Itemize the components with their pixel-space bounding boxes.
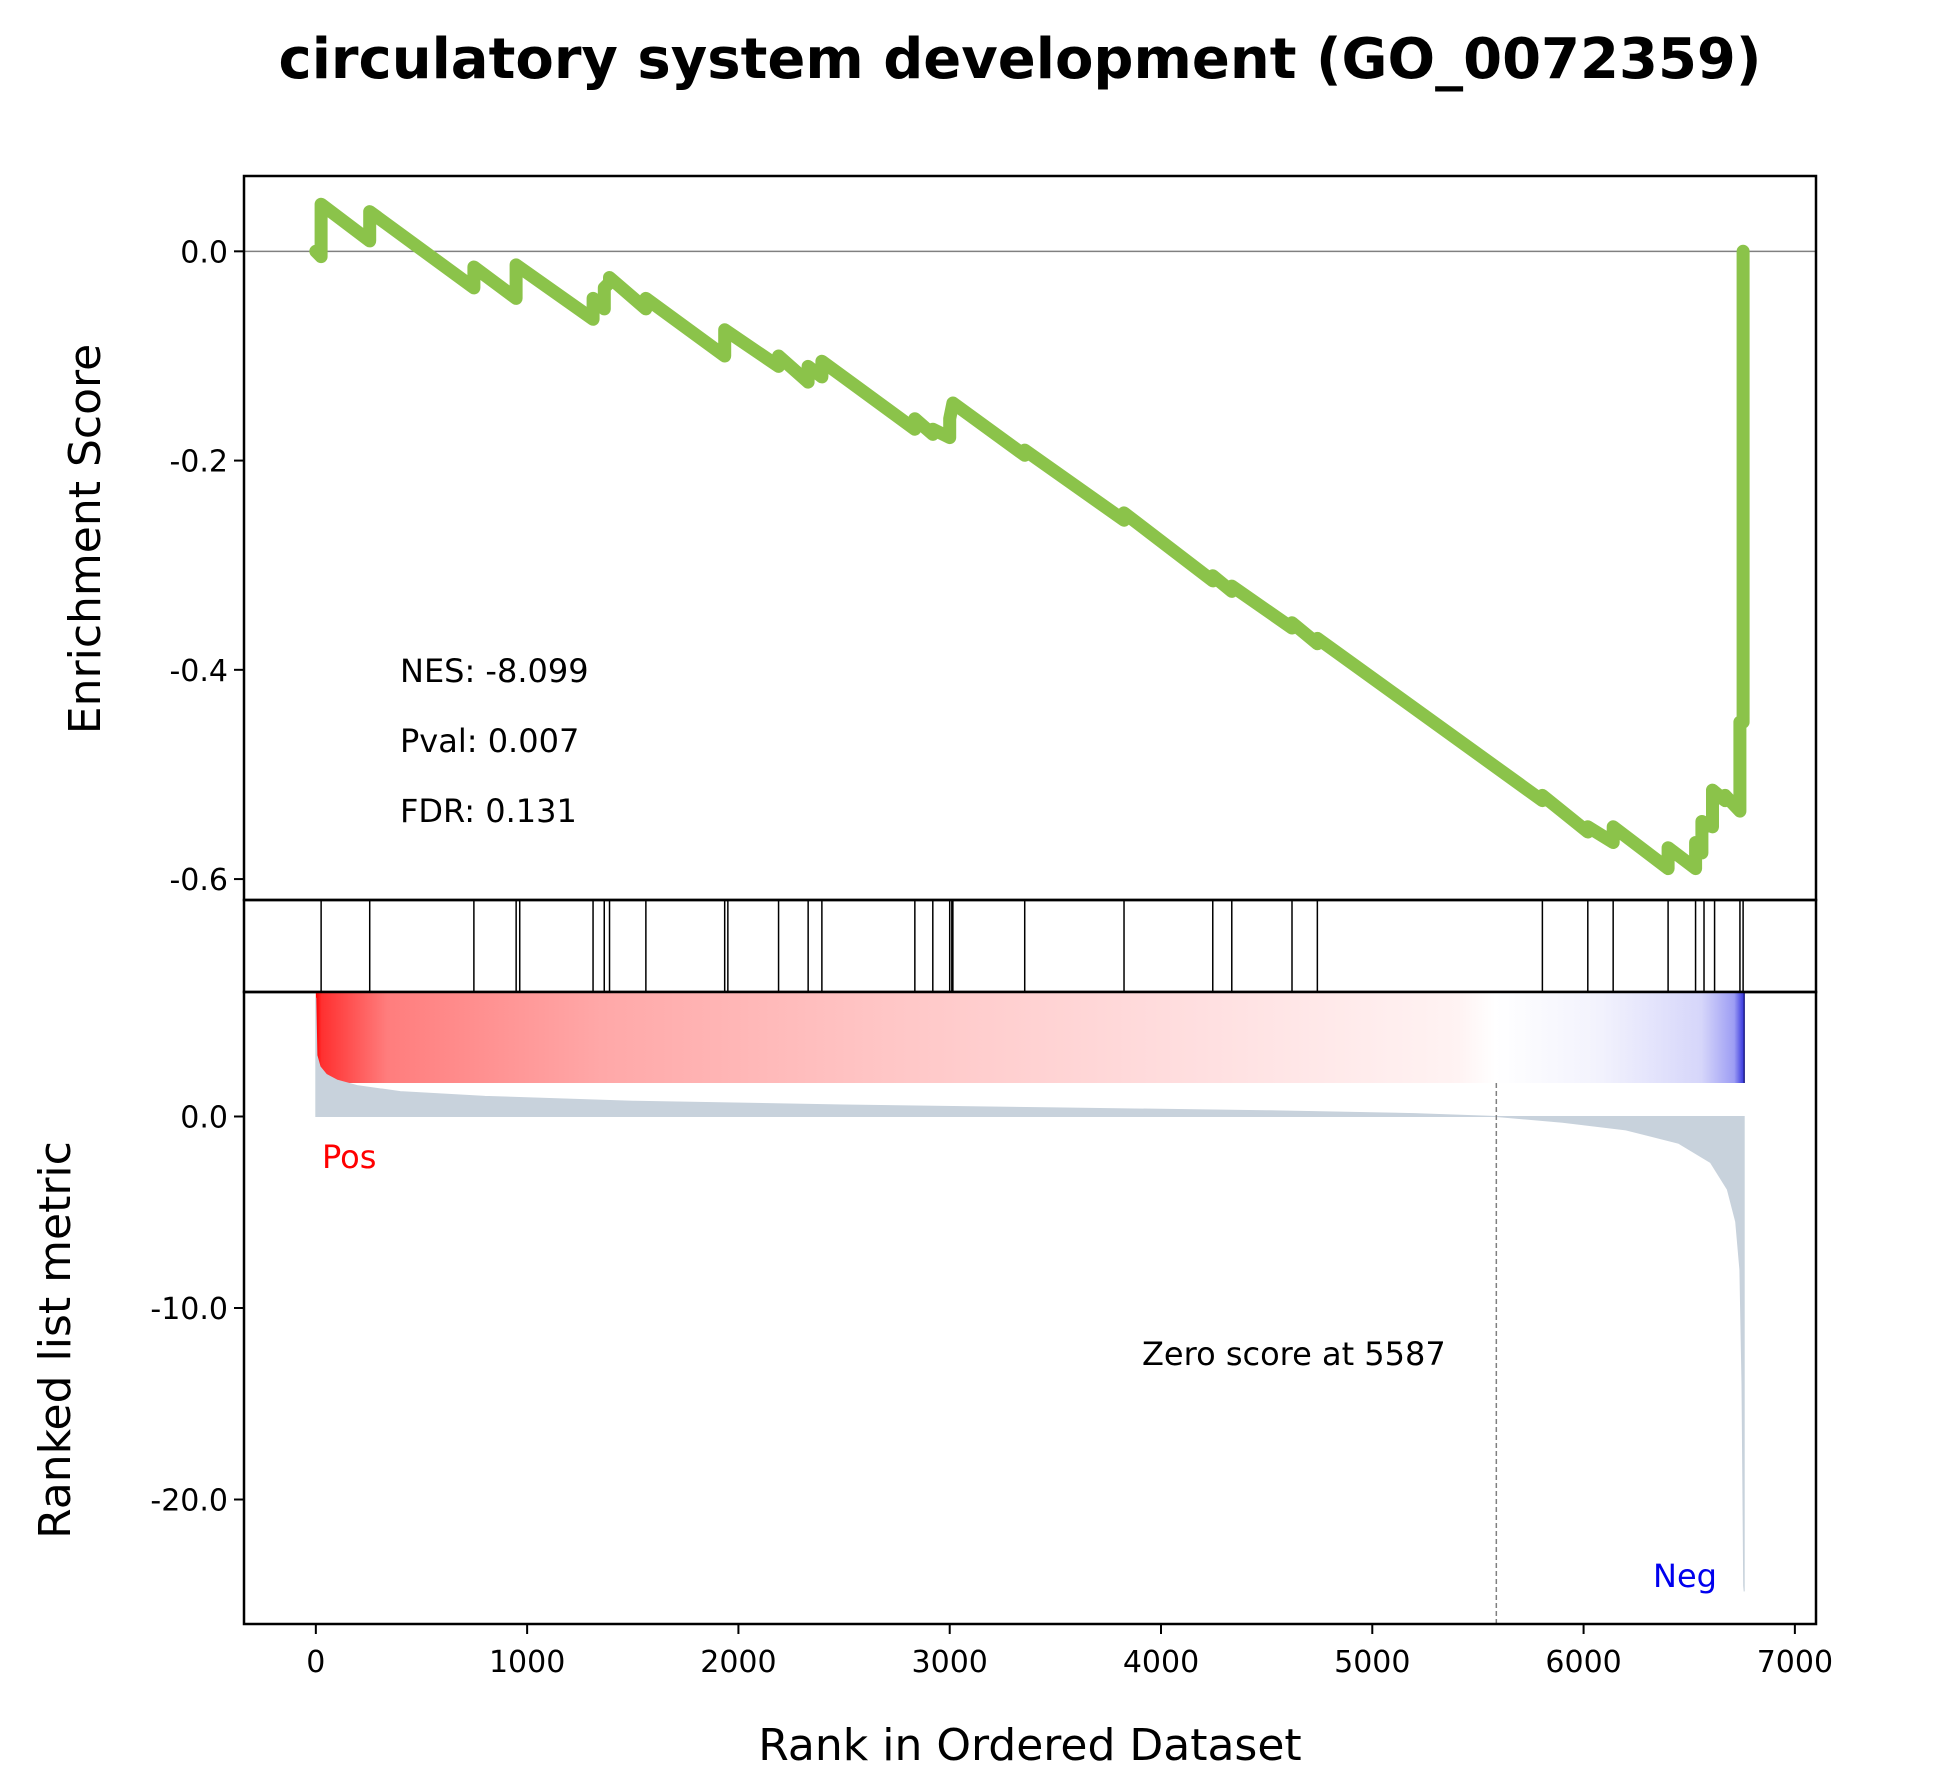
ranked-metric-area: [315, 997, 1745, 1592]
x-tick-label: 1000: [489, 1645, 565, 1680]
ranked-metric-panel: Zero score at 5587 Pos Neg 0.0 -10.0 -20.0…: [30, 990, 1818, 1626]
hit-lines: [320, 900, 1744, 992]
es-y-ticks: 0.0 -0.2 -0.4 -0.6: [169, 235, 244, 898]
rm-y-tick-label: 0.0: [180, 1100, 228, 1135]
nes-stat: NES: -8.099: [400, 652, 589, 690]
es-y-tick-label: -0.4: [169, 654, 228, 689]
hits-panel: [242, 898, 1818, 994]
es-y-tick-label: 0.0: [180, 235, 228, 270]
rm-y-tick-label: -10.0: [150, 1292, 228, 1327]
x-tick-label: 3000: [912, 1645, 988, 1680]
hits-panel-frame: [242, 898, 1818, 994]
chart-title: circulatory system development (GO_00723…: [279, 27, 1762, 92]
x-tick-label: 6000: [1545, 1645, 1621, 1680]
rm-y-tick-label: -20.0: [150, 1484, 228, 1519]
rank-color-bar: [315, 993, 1745, 1083]
pos-label: Pos: [322, 1138, 376, 1176]
x-axis-label: Rank in Ordered Dataset: [758, 1720, 1301, 1771]
enrichment-panel: 0.0-0.2-0.4-0.6 NES: -8.099 Pval: 0.007 …: [60, 174, 1818, 902]
enrichment-score-line: [309, 197, 1750, 876]
x-ticks: 0 1000 2000 3000 4000 5000 6000 7000: [306, 1624, 1833, 1680]
x-tick-label: 5000: [1334, 1645, 1410, 1680]
es-y-tick-label: -0.2: [169, 445, 228, 480]
zero-score-annotation: Zero score at 5587: [1142, 1335, 1446, 1373]
rm-y-axis-label: Ranked list metric: [30, 1141, 81, 1539]
neg-label: Neg: [1653, 1557, 1717, 1595]
es-y-axis-label: Enrichment Score: [60, 344, 111, 734]
fdr-stat: FDR: 0.131: [400, 792, 577, 830]
x-tick-label: 7000: [1757, 1645, 1833, 1680]
es-y-tick-label: -0.6: [169, 863, 228, 898]
rm-y-ticks: 0.0 -10.0 -20.0: [150, 1100, 244, 1519]
rm-panel-frame: [242, 990, 1818, 1626]
pval-stat: Pval: 0.007: [400, 722, 579, 760]
x-tick-label: 4000: [1123, 1645, 1199, 1680]
x-tick-label: 2000: [700, 1645, 776, 1680]
x-tick-label: 0: [306, 1645, 325, 1680]
